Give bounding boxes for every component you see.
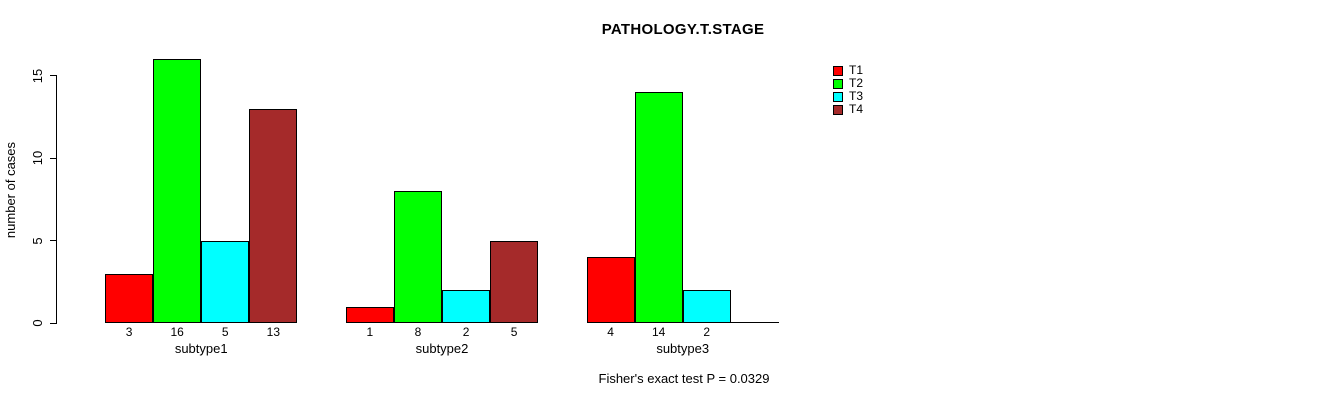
bar-t1-subtype3 bbox=[586, 257, 635, 323]
legend-swatch-t2 bbox=[833, 78, 843, 89]
legend-swatch-t1 bbox=[833, 65, 843, 76]
bar-t4-subtype1 bbox=[249, 108, 298, 323]
y-tick bbox=[50, 322, 57, 324]
bar-value-label: 14 bbox=[651, 325, 666, 339]
y-tick bbox=[50, 157, 57, 159]
bar-t4-subtype3-zero bbox=[730, 322, 779, 323]
bar-t1-subtype1 bbox=[105, 273, 154, 323]
legend-swatch-t4 bbox=[833, 104, 843, 115]
legend-item-t3: T3 bbox=[833, 90, 863, 103]
legend-label: T4 bbox=[849, 102, 864, 116]
legend-label: T2 bbox=[849, 76, 864, 90]
bar-value-label: 1 bbox=[366, 325, 374, 339]
bar-t3-subtype1 bbox=[201, 240, 250, 323]
legend-item-t2: T2 bbox=[833, 77, 863, 90]
bar-t3-subtype2 bbox=[442, 290, 491, 323]
bar-value-label: 5 bbox=[510, 325, 518, 339]
y-tick-label: 15 bbox=[30, 68, 45, 84]
category-label-subtype3: subtype3 bbox=[656, 341, 710, 356]
legend-swatch-t3 bbox=[833, 91, 843, 102]
y-axis-line bbox=[56, 75, 57, 323]
bar-t3-subtype3 bbox=[682, 290, 731, 323]
y-axis-label: number of cases bbox=[3, 141, 18, 239]
bar-t2-subtype2 bbox=[393, 191, 442, 323]
y-tick-label: 0 bbox=[30, 319, 45, 327]
y-tick bbox=[50, 75, 57, 77]
bar-value-label: 13 bbox=[266, 325, 281, 339]
legend-item-t4: T4 bbox=[833, 103, 863, 116]
bar-value-label: 5 bbox=[221, 325, 229, 339]
bar-value-label: 2 bbox=[703, 325, 711, 339]
legend-label: T3 bbox=[849, 89, 864, 103]
y-tick-label: 5 bbox=[30, 237, 45, 245]
bar-t4-subtype2 bbox=[490, 240, 539, 323]
legend-item-t1: T1 bbox=[833, 64, 863, 77]
legend-label: T1 bbox=[849, 63, 864, 77]
bar-value-label: 16 bbox=[170, 325, 184, 339]
chart-title: PATHOLOGY.T.STAGE bbox=[601, 21, 765, 38]
bar-value-label: 4 bbox=[607, 325, 614, 339]
bar-t2-subtype1 bbox=[153, 59, 202, 323]
y-tick-label: 10 bbox=[30, 151, 45, 166]
category-label-subtype2: subtype2 bbox=[415, 341, 469, 356]
category-label-subtype1: subtype1 bbox=[174, 341, 228, 356]
bar-value-label: 3 bbox=[125, 325, 133, 339]
bar-value-label: 2 bbox=[462, 325, 470, 339]
fisher-test-annotation: Fisher's exact test P = 0.0329 bbox=[598, 371, 770, 386]
y-tick bbox=[50, 240, 57, 242]
bar-value-label: 8 bbox=[414, 325, 422, 339]
bar-t2-subtype3 bbox=[634, 92, 683, 323]
bar-t1-subtype2 bbox=[345, 306, 394, 323]
legend: T1 T2 T3 T4 bbox=[833, 64, 863, 116]
